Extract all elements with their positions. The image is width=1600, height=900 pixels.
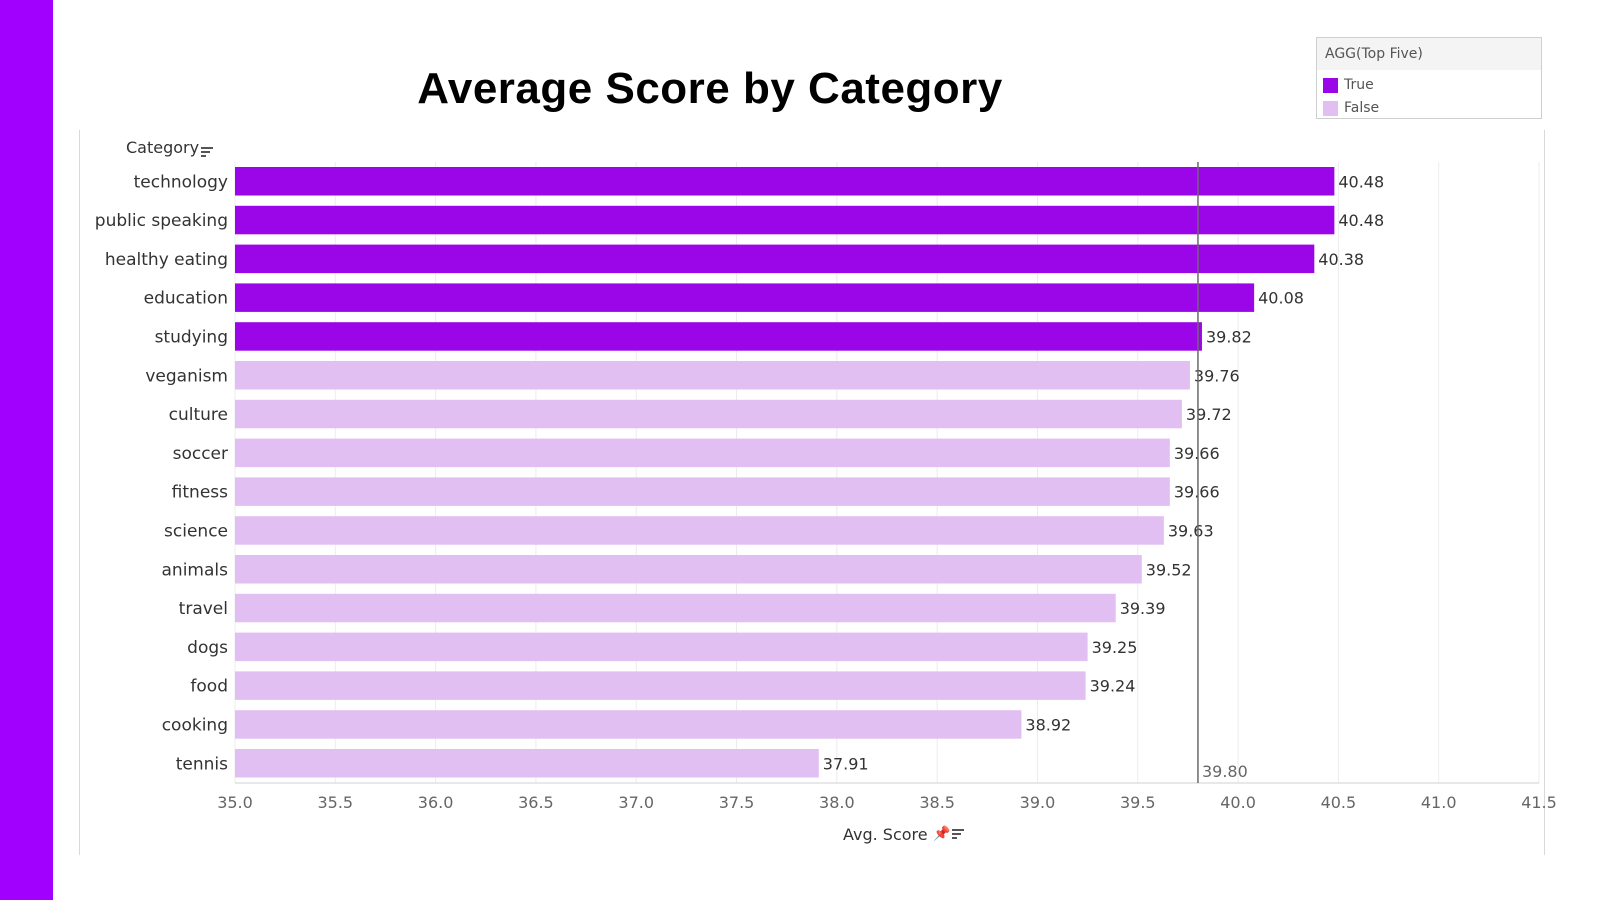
data-label: 39.76 xyxy=(1194,366,1240,385)
x-tick-label: 40.5 xyxy=(1321,793,1357,812)
category-label: dogs xyxy=(187,638,228,658)
legend-label-true: True xyxy=(1344,77,1374,93)
category-label: science xyxy=(164,521,228,541)
x-tick-label: 41.0 xyxy=(1421,793,1457,812)
category-label: animals xyxy=(162,560,229,580)
category-label: cooking xyxy=(162,715,228,735)
category-label: soccer xyxy=(173,444,228,464)
data-label: 39.24 xyxy=(1090,677,1136,696)
sort-descending-icon[interactable] xyxy=(201,147,213,157)
bar xyxy=(235,516,1164,545)
data-label: 40.38 xyxy=(1318,250,1364,269)
category-label: education xyxy=(144,289,228,309)
bar xyxy=(235,244,1315,274)
bar xyxy=(235,632,1088,662)
category-label: food xyxy=(190,677,228,697)
category-label: healthy eating xyxy=(105,250,228,270)
x-tick-label: 35.5 xyxy=(317,793,353,812)
x-tick-label: 38.0 xyxy=(819,793,855,812)
data-label: 39.25 xyxy=(1092,638,1138,657)
x-axis-sort-icon[interactable] xyxy=(952,829,964,839)
reference-line-label: 39.80 xyxy=(1202,762,1248,781)
legend-label-false: False xyxy=(1344,100,1380,116)
bar xyxy=(235,167,1335,196)
x-tick-label: 39.5 xyxy=(1120,793,1156,812)
x-tick-label: 36.0 xyxy=(418,793,454,812)
x-tick-label: 35.0 xyxy=(217,793,253,812)
category-label: tennis xyxy=(176,754,228,774)
x-axis-title[interactable]: Avg. Score xyxy=(843,825,928,844)
category-label: fitness xyxy=(172,483,228,503)
category-label: studying xyxy=(155,327,228,347)
category-label: travel xyxy=(179,599,228,619)
legend-swatch-true xyxy=(1323,77,1338,93)
category-axis-label: Category xyxy=(126,138,200,157)
legend-title: AGG(Top Five) xyxy=(1317,38,1541,70)
bar xyxy=(235,399,1182,429)
data-label: 40.48 xyxy=(1338,172,1384,191)
accent-side-bar xyxy=(0,0,53,900)
data-label: 40.48 xyxy=(1338,211,1384,230)
chart-frame-right xyxy=(1544,130,1545,855)
data-label: 39.39 xyxy=(1120,599,1166,618)
chart-frame-left xyxy=(79,130,80,855)
bar xyxy=(235,438,1170,468)
category-label: public speaking xyxy=(95,211,228,231)
category-label: veganism xyxy=(145,366,228,386)
bar xyxy=(235,593,1116,623)
x-tick-label: 37.0 xyxy=(618,793,654,812)
x-tick-label: 40.0 xyxy=(1220,793,1256,812)
category-label: culture xyxy=(169,405,228,425)
legend-item-false[interactable]: False xyxy=(1323,99,1379,117)
bar xyxy=(235,205,1335,235)
x-tick-label: 36.5 xyxy=(518,793,554,812)
legend[interactable]: AGG(Top Five) True False xyxy=(1316,37,1542,119)
legend-swatch-false xyxy=(1323,100,1338,116)
bar xyxy=(235,361,1190,390)
data-label: 39.66 xyxy=(1174,483,1220,502)
pin-icon[interactable]: 📌 xyxy=(933,826,951,842)
bar xyxy=(235,283,1255,312)
data-label: 40.08 xyxy=(1258,289,1304,308)
x-tick-label: 41.5 xyxy=(1521,793,1557,812)
bar xyxy=(235,322,1202,351)
data-label: 39.63 xyxy=(1168,521,1214,540)
bar xyxy=(235,477,1170,506)
category-label: technology xyxy=(134,172,228,192)
data-label: 38.92 xyxy=(1025,715,1071,734)
data-label: 37.91 xyxy=(823,754,869,773)
x-tick-label: 37.5 xyxy=(719,793,755,812)
data-label: 39.82 xyxy=(1206,327,1252,346)
bar xyxy=(235,555,1142,584)
chart-title: Average Score by Category xyxy=(417,64,1003,113)
bar xyxy=(235,749,819,778)
data-label: 39.52 xyxy=(1146,560,1192,579)
bar xyxy=(235,710,1022,739)
legend-item-true[interactable]: True xyxy=(1323,76,1374,94)
data-label: 39.72 xyxy=(1186,405,1232,424)
bar xyxy=(235,671,1086,700)
category-axis-header[interactable]: Category xyxy=(126,138,199,157)
data-label: 39.66 xyxy=(1174,444,1220,463)
x-tick-label: 38.5 xyxy=(919,793,955,812)
x-tick-label: 39.0 xyxy=(1020,793,1056,812)
